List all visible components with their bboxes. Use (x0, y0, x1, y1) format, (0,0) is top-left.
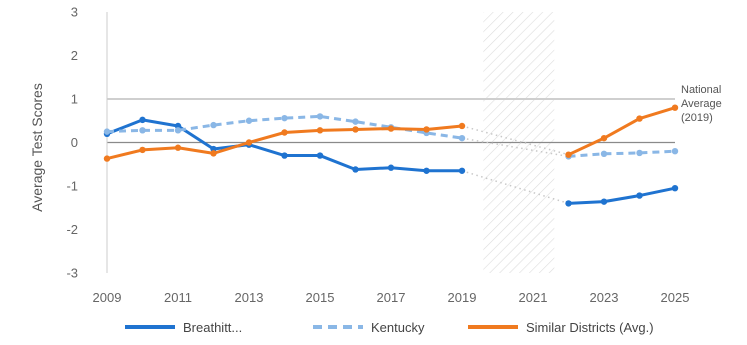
legend-label-1: Breathitt... (183, 320, 242, 335)
y-tick-label: 1 (71, 92, 78, 107)
series-3-point (423, 126, 430, 133)
y-tick-label: 2 (71, 48, 78, 63)
series-1-point (458, 167, 466, 174)
series-1-line (106, 118, 462, 173)
series-2-gap-connector (461, 137, 569, 158)
x-tick-label: 2021 (519, 290, 548, 305)
series-3-point (352, 126, 359, 133)
y-tick-label: 0 (71, 135, 78, 150)
series-3-point (565, 151, 572, 158)
x-tick-label: 2013 (235, 290, 264, 305)
y-tick-label: -3 (66, 266, 78, 281)
x-tick-label: 2017 (377, 290, 406, 305)
series-2-point (352, 118, 359, 125)
series-3-point (316, 127, 324, 134)
series-1-point (139, 116, 146, 124)
series-1-gap-connector (461, 170, 569, 205)
x-tick-label: 2019 (448, 290, 477, 305)
series-1-point (600, 198, 608, 205)
x-tick-label: 2025 (661, 290, 690, 305)
national-average-label: National (681, 84, 721, 96)
legend-label-3: Similar Districts (Avg.) (526, 320, 654, 335)
x-tick-label: 2011 (164, 290, 192, 305)
series-3-point (174, 144, 182, 151)
series-2-point (600, 150, 608, 158)
series-3-point (458, 122, 466, 130)
national-average-label: (2019) (681, 112, 713, 124)
series-3-point (281, 129, 288, 136)
series-2-point (139, 127, 146, 134)
series-3-line (567, 106, 676, 157)
national-average-label: Average (681, 98, 722, 110)
series-2-line (568, 149, 676, 158)
x-tick-label: 2023 (590, 290, 619, 305)
y-tick-label: -2 (66, 222, 78, 237)
series-1-point (423, 167, 430, 174)
series-3-point (387, 125, 395, 132)
series-2-point (281, 114, 288, 122)
series-1-point (387, 164, 395, 171)
series-2-point (458, 134, 466, 142)
series-1-point (352, 166, 359, 173)
series-3-point (600, 134, 608, 142)
series-1-point (565, 200, 572, 207)
series-1-point (316, 152, 324, 159)
series-3-point (103, 155, 111, 162)
series-1-point (636, 192, 643, 199)
series-2-point (316, 113, 324, 120)
series-1-point (671, 184, 679, 192)
series-3-point (210, 150, 217, 157)
x-tick-label: 2009 (93, 290, 122, 305)
series-2-point (245, 117, 253, 124)
y-tick-label: -1 (66, 179, 78, 194)
series-2-point (174, 127, 182, 134)
series-2-point (103, 128, 111, 135)
series-1-point (281, 152, 288, 159)
y-tick-label: 3 (71, 5, 78, 20)
series-3-point (245, 139, 253, 146)
series-3-point (139, 146, 146, 154)
series-3-point (636, 115, 643, 122)
series-2-point (671, 148, 679, 155)
y-axis-label: Average Test Scores (29, 83, 45, 212)
series-2-point (210, 121, 217, 129)
series-2-point (636, 149, 643, 157)
x-tick-label: 2015 (306, 290, 335, 305)
series-1-line (568, 186, 676, 205)
legend-label-2: Kentucky (371, 320, 425, 335)
series-3-point (671, 104, 679, 111)
series-3-gap-connector (461, 125, 569, 156)
